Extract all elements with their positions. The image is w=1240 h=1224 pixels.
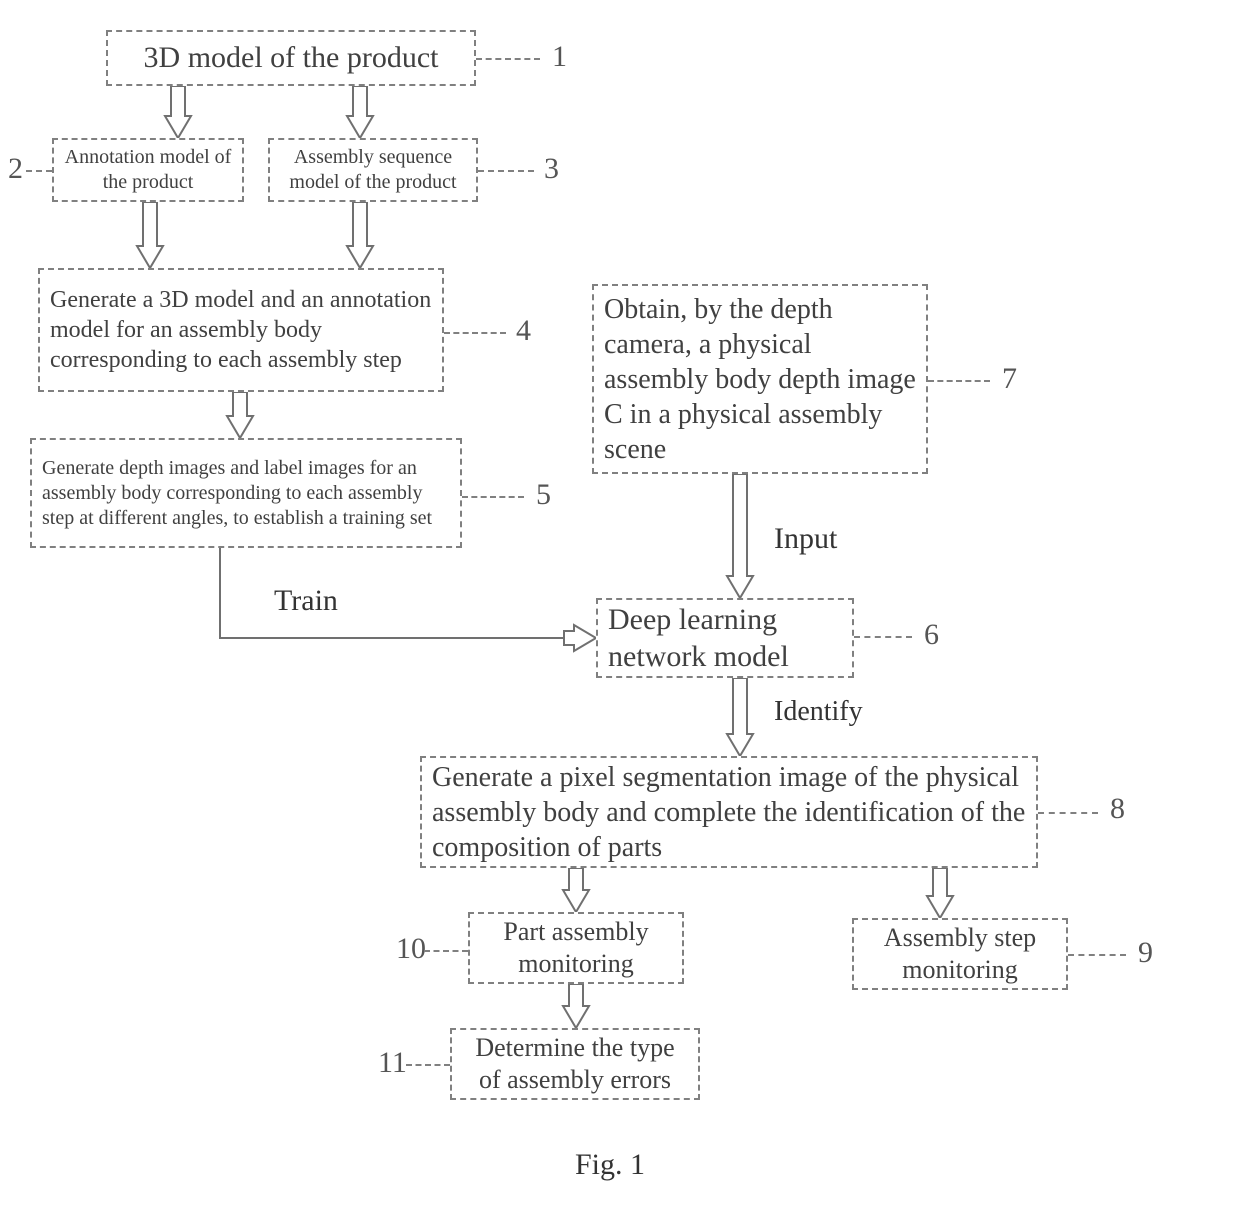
number-dash-1 <box>476 58 540 60</box>
train-connector-line <box>220 548 564 638</box>
down-arrow-icon <box>727 678 753 756</box>
number-label-7: 7 <box>1002 362 1017 396</box>
number-label-2: 2 <box>8 152 23 186</box>
edge-label-identify: Identify <box>774 696 863 728</box>
node-11-determine-errors: Determine the type of assembly errors <box>450 1028 700 1100</box>
down-arrow-icon <box>347 202 373 268</box>
down-arrow-icon <box>165 86 191 138</box>
down-arrow-icon <box>563 868 589 912</box>
right-arrow-icon <box>564 625 596 651</box>
edge-label-input: Input <box>774 522 837 556</box>
number-dash-4 <box>444 332 506 334</box>
node-5-generate-depth: Generate depth images and label images f… <box>30 438 462 548</box>
edge-label-train: Train <box>274 584 338 618</box>
number-dash-5 <box>462 496 524 498</box>
number-dash-7 <box>928 380 990 382</box>
down-arrow-icon <box>347 86 373 138</box>
down-arrow-icon <box>563 984 589 1028</box>
node-2-annotation-model: Annotation model of the product <box>52 138 244 202</box>
node-11-text: Determine the type of assembly errors <box>462 1032 688 1097</box>
number-dash-9 <box>1068 954 1126 956</box>
number-label-1: 1 <box>552 40 567 74</box>
number-dash-8 <box>1038 812 1098 814</box>
number-label-3: 3 <box>544 152 559 186</box>
number-dash-2 <box>26 170 52 172</box>
number-label-5: 5 <box>536 478 551 512</box>
node-1-text: 3D model of the product <box>118 39 464 77</box>
node-1-3d-model: 3D model of the product <box>106 30 476 86</box>
number-dash-10 <box>424 950 468 952</box>
number-label-8: 8 <box>1110 792 1125 826</box>
node-7-obtain-depth-image: Obtain, by the depth camera, a physical … <box>592 284 928 474</box>
node-2-text: Annotation model of the product <box>64 145 232 195</box>
node-10-part-assembly-monitoring: Part assembly monitoring <box>468 912 684 984</box>
node-5-text: Generate depth images and label images f… <box>42 456 450 531</box>
number-dash-11 <box>406 1064 450 1066</box>
node-3-assembly-sequence: Assembly sequence model of the product <box>268 138 478 202</box>
number-dash-6 <box>854 636 912 638</box>
number-dash-3 <box>478 170 534 172</box>
number-label-10: 10 <box>396 932 426 966</box>
down-arrow-icon <box>727 474 753 598</box>
figure-caption: Fig. 1 <box>575 1148 645 1182</box>
node-8-text: Generate a pixel segmentation image of t… <box>432 760 1026 865</box>
node-9-text: Assembly step monitoring <box>864 922 1056 987</box>
node-6-text: Deep learning network model <box>608 601 842 676</box>
node-7-text: Obtain, by the depth camera, a physical … <box>604 292 916 467</box>
down-arrow-icon <box>927 868 953 918</box>
node-4-text: Generate a 3D model and an annotation mo… <box>50 285 432 375</box>
number-label-6: 6 <box>924 618 939 652</box>
node-4-generate-3d: Generate a 3D model and an annotation mo… <box>38 268 444 392</box>
number-label-11: 11 <box>378 1046 407 1080</box>
node-3-text: Assembly sequence model of the product <box>280 145 466 195</box>
number-label-9: 9 <box>1138 936 1153 970</box>
number-label-4: 4 <box>516 314 531 348</box>
node-9-assembly-step-monitoring: Assembly step monitoring <box>852 918 1068 990</box>
down-arrow-icon <box>137 202 163 268</box>
node-10-text: Part assembly monitoring <box>480 916 672 981</box>
flowchart-fig1: 3D model of the product Annotation model… <box>0 0 1240 1224</box>
node-8-pixel-segmentation: Generate a pixel segmentation image of t… <box>420 756 1038 868</box>
node-6-deep-learning: Deep learning network model <box>596 598 854 678</box>
down-arrow-icon <box>227 392 253 438</box>
